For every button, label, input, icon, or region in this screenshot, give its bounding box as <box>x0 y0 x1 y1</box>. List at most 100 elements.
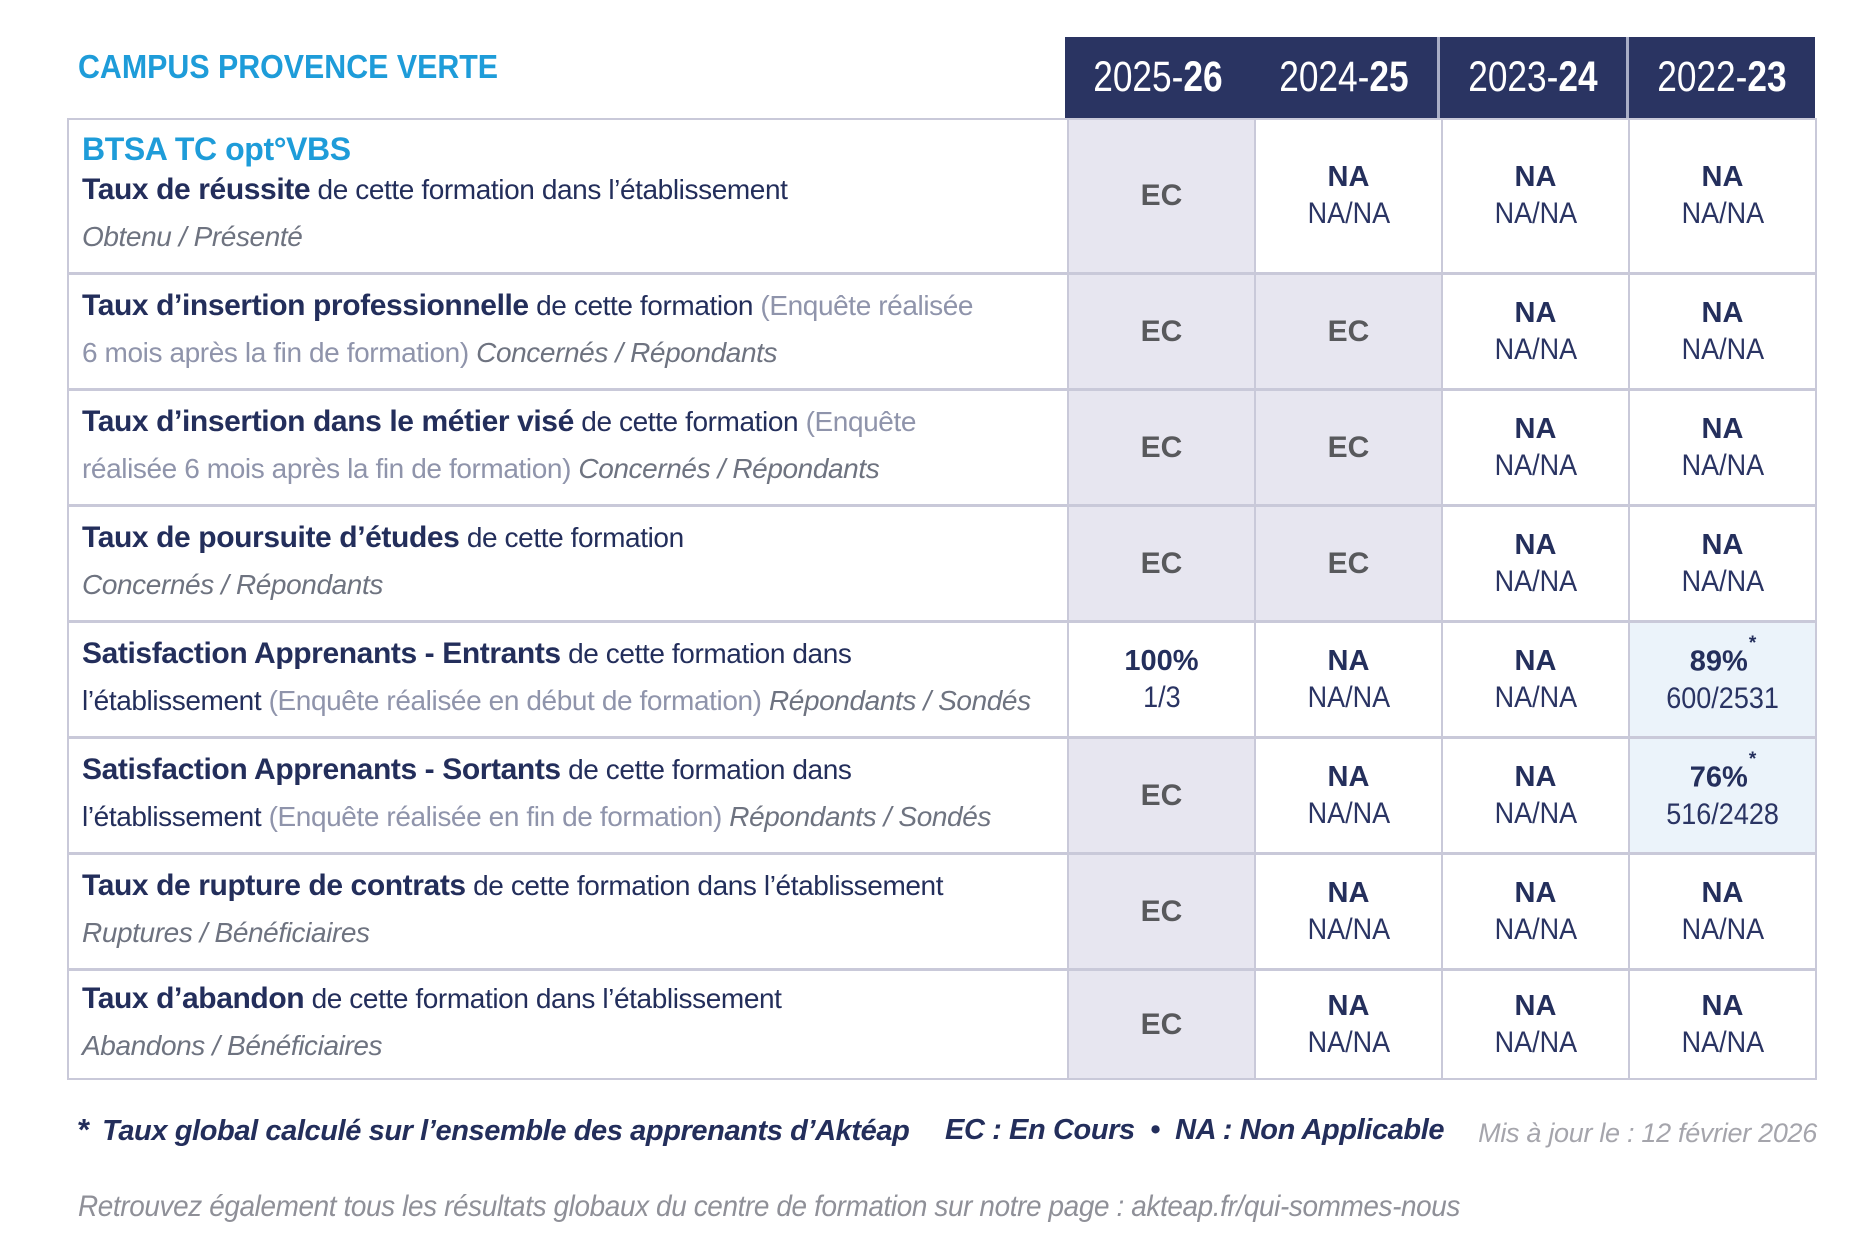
row-label-line: 6 mois après la fin de formation) Concer… <box>82 336 778 368</box>
footnote-global-rate: * Taux global calculé sur l’ensemble des … <box>78 1112 910 1148</box>
row-label-line: Taux d’insertion professionnelle de cett… <box>82 288 974 322</box>
cell-main-value: NA <box>1514 528 1557 561</box>
row-label-line: Obtenu / Présenté <box>82 221 303 252</box>
cell-main-value: NA <box>1514 296 1557 329</box>
value-cell: NA NA/NA <box>1441 623 1628 736</box>
year-header-cell: 2022-23 <box>1626 37 1815 118</box>
value-cell: NA NA/NA <box>1254 120 1441 272</box>
cell-sub-value: NA/NA <box>1681 1025 1764 1059</box>
table-row: Taux d’insertion dans le métier visé de … <box>69 388 1815 504</box>
row-label: Satisfaction Apprenants - Sortants de ce… <box>69 739 1067 852</box>
value-cell: NA NA/NA <box>1441 971 1628 1078</box>
cell-sub-value: NA/NA <box>1494 448 1577 482</box>
cell-main-value: EC <box>1140 179 1183 212</box>
results-table: BTSA TC opt°VBS Taux de réussite de cette… <box>67 118 1817 1080</box>
table-row: Taux d’abandon de cette formation dans l… <box>69 968 1815 1078</box>
cell-sub-value: NA/NA <box>1307 197 1390 230</box>
cell-main-value: NA <box>1701 528 1744 561</box>
cell-sub-value: NA/NA <box>1494 197 1577 230</box>
value-cell: NA NA/NA <box>1441 275 1628 388</box>
footnote-text: Taux global calculé sur l’ensemble des a… <box>102 1115 910 1147</box>
cell-main-value: NA <box>1327 161 1370 193</box>
value-cell: NA NA/NA <box>1441 739 1628 852</box>
value-cell: EC <box>1067 391 1254 504</box>
cell-sub-value: NA/NA <box>1494 332 1577 366</box>
value-cell: NA NA/NA <box>1628 971 1815 1078</box>
cell-main-value: 89%* <box>1689 633 1757 678</box>
cell-sub-value: NA/NA <box>1494 796 1577 830</box>
value-cell: 100% 1/3 <box>1067 623 1254 736</box>
cell-main-value: NA <box>1327 644 1370 677</box>
cell-main-value: 100% <box>1124 644 1199 677</box>
cell-main-value: NA <box>1327 760 1370 793</box>
cell-main-value: NA <box>1514 644 1557 677</box>
cell-main-value: NA <box>1701 161 1744 193</box>
cell-main-value: 76%* <box>1689 749 1757 794</box>
value-cell: NA NA/NA <box>1254 623 1441 736</box>
cell-main-value: EC <box>1327 546 1370 580</box>
row-label: BTSA TC opt°VBS Taux de réussite de cette… <box>69 120 1067 272</box>
row-label-line: Concernés / Répondants <box>82 568 383 600</box>
cell-main-value: EC <box>1140 894 1183 928</box>
value-cell: NA NA/NA <box>1441 391 1628 504</box>
value-cell: NA NA/NA <box>1441 507 1628 620</box>
row-label-line: Taux de poursuite d’études de cette form… <box>82 520 684 554</box>
row-label: Satisfaction Apprenants - Entrants de ce… <box>69 623 1067 736</box>
table-row: Taux de poursuite d’études de cette form… <box>69 504 1815 620</box>
cell-main-value: NA <box>1514 876 1557 909</box>
value-cell: EC <box>1254 275 1441 388</box>
cell-main-value: EC <box>1140 314 1183 348</box>
row-label-line: l’établissement (Enquête réalisée en fin… <box>82 800 991 832</box>
cell-sub-value: NA/NA <box>1494 564 1577 598</box>
row-label: Taux de rupture de contrats de cette for… <box>69 855 1067 968</box>
value-cell: 76%* 516/2428 <box>1628 739 1815 852</box>
global-results-link-line: Retrouvez également tous les résultats g… <box>78 1190 1461 1223</box>
row-label-line: Abandons / Bénéficiaires <box>82 1029 383 1061</box>
table-row: Satisfaction Apprenants - Sortants de ce… <box>69 736 1815 852</box>
cell-main-value: EC <box>1140 778 1183 812</box>
cell-main-value: NA <box>1701 876 1744 909</box>
cell-sub-value: NA/NA <box>1494 680 1577 714</box>
cell-main-value: NA <box>1701 412 1744 445</box>
cell-main-value: NA <box>1514 161 1557 193</box>
row-label: Taux d’insertion professionnelle de cett… <box>69 275 1067 388</box>
row-label-line: Satisfaction Apprenants - Sortants de ce… <box>82 752 852 786</box>
year-header-row: 2025-26 2024-25 2023-24 2022-23 <box>1065 37 1815 118</box>
value-cell: NA NA/NA <box>1628 120 1815 272</box>
year-header-cell: 2023-24 <box>1437 37 1626 118</box>
table-row: Satisfaction Apprenants - Entrants de ce… <box>69 620 1815 736</box>
row-label: Taux de poursuite d’études de cette form… <box>69 507 1067 620</box>
cell-sub-value: NA/NA <box>1681 197 1764 230</box>
cell-main-value: NA <box>1514 989 1557 1022</box>
value-cell: EC <box>1067 855 1254 968</box>
year-header-cell: 2025-26 <box>1065 37 1251 118</box>
year-header-cell: 2024-25 <box>1251 37 1437 118</box>
page-title: CAMPUS PROVENCE VERTE <box>78 48 499 85</box>
table-row: BTSA TC opt°VBS Taux de réussite de cette… <box>69 120 1815 272</box>
cell-main-value: EC <box>1140 1007 1183 1041</box>
cell-sub-value: NA/NA <box>1681 448 1764 482</box>
value-cell: NA NA/NA <box>1628 391 1815 504</box>
cell-sub-value: NA/NA <box>1307 912 1390 946</box>
cell-main-value: EC <box>1327 430 1370 464</box>
cell-sub-value: NA/NA <box>1307 796 1390 830</box>
cell-sub-value: NA/NA <box>1681 912 1764 946</box>
value-cell: EC <box>1067 507 1254 620</box>
cell-sub-value: NA/NA <box>1494 1025 1577 1059</box>
row-label-line: Taux d’insertion dans le métier visé de … <box>82 404 917 438</box>
cell-main-value: EC <box>1140 546 1183 580</box>
cell-main-value: NA <box>1701 296 1744 329</box>
cell-sub-value: NA/NA <box>1307 1025 1390 1059</box>
value-cell: 89%* 600/2531 <box>1628 623 1815 736</box>
row-label-line: l’établissement (Enquête réalisée en déb… <box>82 684 1031 716</box>
cell-sub-value: 516/2428 <box>1666 797 1779 831</box>
program-title: BTSA TC opt°VBS <box>82 131 351 167</box>
value-cell: EC <box>1067 971 1254 1078</box>
asterisk-marker: * <box>78 1112 91 1147</box>
row-label: Taux d’insertion dans le métier visé de … <box>69 391 1067 504</box>
value-cell: EC <box>1067 739 1254 852</box>
last-updated-label: Mis à jour le : 12 février 2026 <box>1478 1118 1817 1148</box>
cell-main-value: NA <box>1514 412 1557 445</box>
row-label-line: réalisée 6 mois après la fin de formatio… <box>82 452 880 484</box>
row-label: Taux d’abandon de cette formation dans l… <box>69 971 1067 1078</box>
